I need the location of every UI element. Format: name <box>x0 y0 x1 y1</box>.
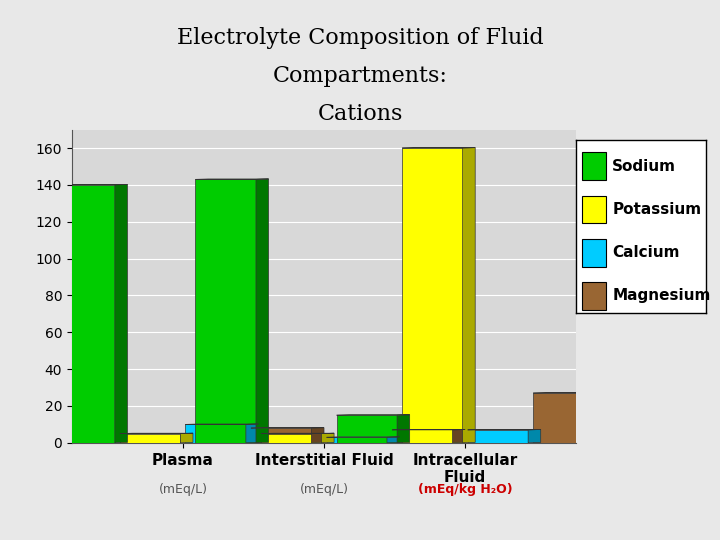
FancyBboxPatch shape <box>582 239 606 267</box>
FancyBboxPatch shape <box>582 152 606 180</box>
Polygon shape <box>115 185 127 443</box>
Polygon shape <box>387 437 400 443</box>
Polygon shape <box>181 433 193 443</box>
Bar <box>468 430 528 443</box>
Text: Sodium: Sodium <box>612 159 676 174</box>
Polygon shape <box>397 415 410 443</box>
Polygon shape <box>246 424 258 443</box>
Text: Potassium: Potassium <box>612 202 701 217</box>
Bar <box>186 424 246 443</box>
Bar <box>55 185 115 443</box>
Bar <box>534 393 594 443</box>
Text: (mEq/L): (mEq/L) <box>158 483 207 496</box>
Bar <box>261 434 321 443</box>
Text: Compartments:: Compartments: <box>273 65 447 87</box>
Text: (mEq/L): (mEq/L) <box>300 483 348 496</box>
Bar <box>251 428 312 443</box>
Bar <box>402 148 463 443</box>
Text: Cations: Cations <box>318 103 402 125</box>
Polygon shape <box>594 393 606 443</box>
Bar <box>120 434 181 443</box>
Bar <box>327 437 387 443</box>
Polygon shape <box>528 429 541 443</box>
Bar <box>336 415 397 443</box>
Text: Magnesium: Magnesium <box>612 288 711 303</box>
Text: Calcium: Calcium <box>612 245 680 260</box>
Text: Electrolyte Composition of Fluid: Electrolyte Composition of Fluid <box>176 27 544 49</box>
Polygon shape <box>463 147 475 443</box>
FancyBboxPatch shape <box>582 282 606 310</box>
Polygon shape <box>322 433 334 443</box>
Bar <box>392 430 453 443</box>
Polygon shape <box>311 428 324 443</box>
Bar <box>196 179 256 443</box>
Text: (mEq/kg H₂O): (mEq/kg H₂O) <box>418 483 513 496</box>
Polygon shape <box>453 429 465 443</box>
FancyBboxPatch shape <box>582 195 606 224</box>
Polygon shape <box>256 179 269 443</box>
